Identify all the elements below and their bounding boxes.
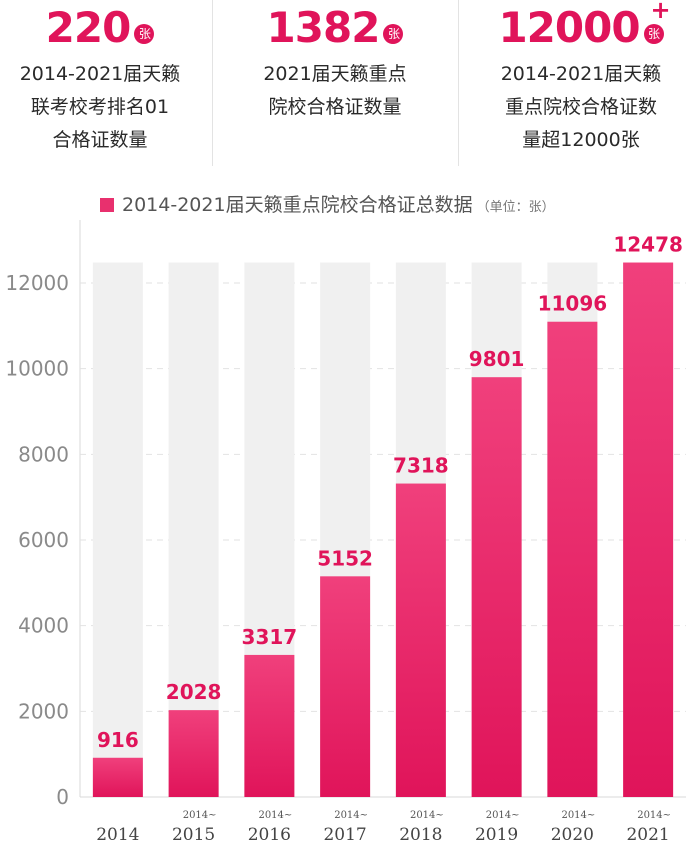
stat-description: 2021届天籁重点 院校合格证数量 (263, 63, 407, 118)
y-tick-label: 0 (56, 785, 69, 809)
divider (212, 0, 213, 166)
unit-badge: 张 (643, 24, 664, 44)
legend-unit-note: （单位：张） (476, 200, 555, 215)
y-tick-label: 2000 (18, 699, 69, 723)
x-tick-prefix: 2014~ (410, 810, 444, 821)
x-tick-label: 2021 (626, 825, 669, 843)
y-tick-label: 10000 (5, 357, 69, 381)
chart-legend: 2014-2021届天籁重点院校合格证总数据 （单位：张） (100, 190, 555, 217)
data-label: 916 (97, 728, 139, 752)
x-tick-label: 2016 (248, 825, 291, 843)
legend-swatch (100, 198, 114, 212)
data-label: 12478 (613, 233, 683, 257)
stat-description: 2014-2021届天籁 联考校考排名01 合格证数量 (19, 63, 181, 151)
x-tick-prefix: 2014~ (334, 810, 368, 821)
x-tick-label: 2014 (96, 825, 139, 843)
legend-label: 2014-2021届天籁重点院校合格证总数据 (122, 194, 473, 216)
bar-track (92, 262, 143, 798)
data-label: 2028 (166, 680, 222, 704)
stat-description: 2014-2021届天籁 重点院校合格证数 量超12000张 (500, 63, 662, 151)
stat-value: 1382 张 (267, 4, 404, 52)
stat-value: 220 张 (46, 4, 155, 52)
x-tick-label: 2017 (323, 825, 366, 843)
bar (623, 262, 674, 798)
x-tick-prefix: 2014~ (258, 810, 292, 821)
unit-badge: 张 (134, 24, 155, 44)
x-tick-label: 2018 (399, 825, 442, 843)
x-tick-label: 2019 (475, 825, 518, 843)
bar (320, 576, 371, 797)
y-tick-label: 12000 (5, 271, 69, 295)
plus-sign: + (650, 0, 670, 24)
data-label: 11096 (538, 292, 608, 316)
bar (395, 483, 446, 797)
x-tick-label: 2015 (172, 825, 215, 843)
stat-value: 12000 + 张 (498, 0, 670, 52)
data-label: 3317 (242, 625, 298, 649)
bar-track (168, 262, 219, 798)
data-label: 9801 (469, 347, 525, 371)
x-tick-prefix: 2014~ (183, 810, 217, 821)
stat-total-top-rank: 220 张 2014-2021届天籁 联考校考排名01 合格证数量 (0, 0, 205, 168)
data-label: 7318 (393, 454, 449, 478)
divider (458, 0, 459, 166)
data-label: 5152 (317, 546, 373, 570)
bar (168, 710, 219, 797)
y-tick-label: 8000 (18, 442, 69, 466)
bar (471, 377, 522, 797)
y-tick-label: 6000 (18, 528, 69, 552)
y-tick-label: 4000 (18, 614, 69, 638)
bar (547, 321, 598, 797)
x-tick-label: 2020 (551, 825, 594, 843)
bar (92, 757, 143, 797)
x-tick-prefix: 2014~ (486, 810, 520, 821)
stat-total-certificates: 12000 + 张 2014-2021届天籁 重点院校合格证数 量超12000张 (476, 0, 686, 168)
stats-panel: 220 张 2014-2021届天籁 联考校考排名01 合格证数量 1382 张 2… (0, 0, 686, 168)
x-tick-prefix: 2014~ (637, 810, 671, 821)
bar (244, 654, 295, 797)
x-tick-prefix: 2014~ (561, 810, 595, 821)
stat-2021-certificates: 1382 张 2021届天籁重点 院校合格证数量 (230, 0, 440, 168)
unit-badge: 张 (383, 24, 404, 44)
